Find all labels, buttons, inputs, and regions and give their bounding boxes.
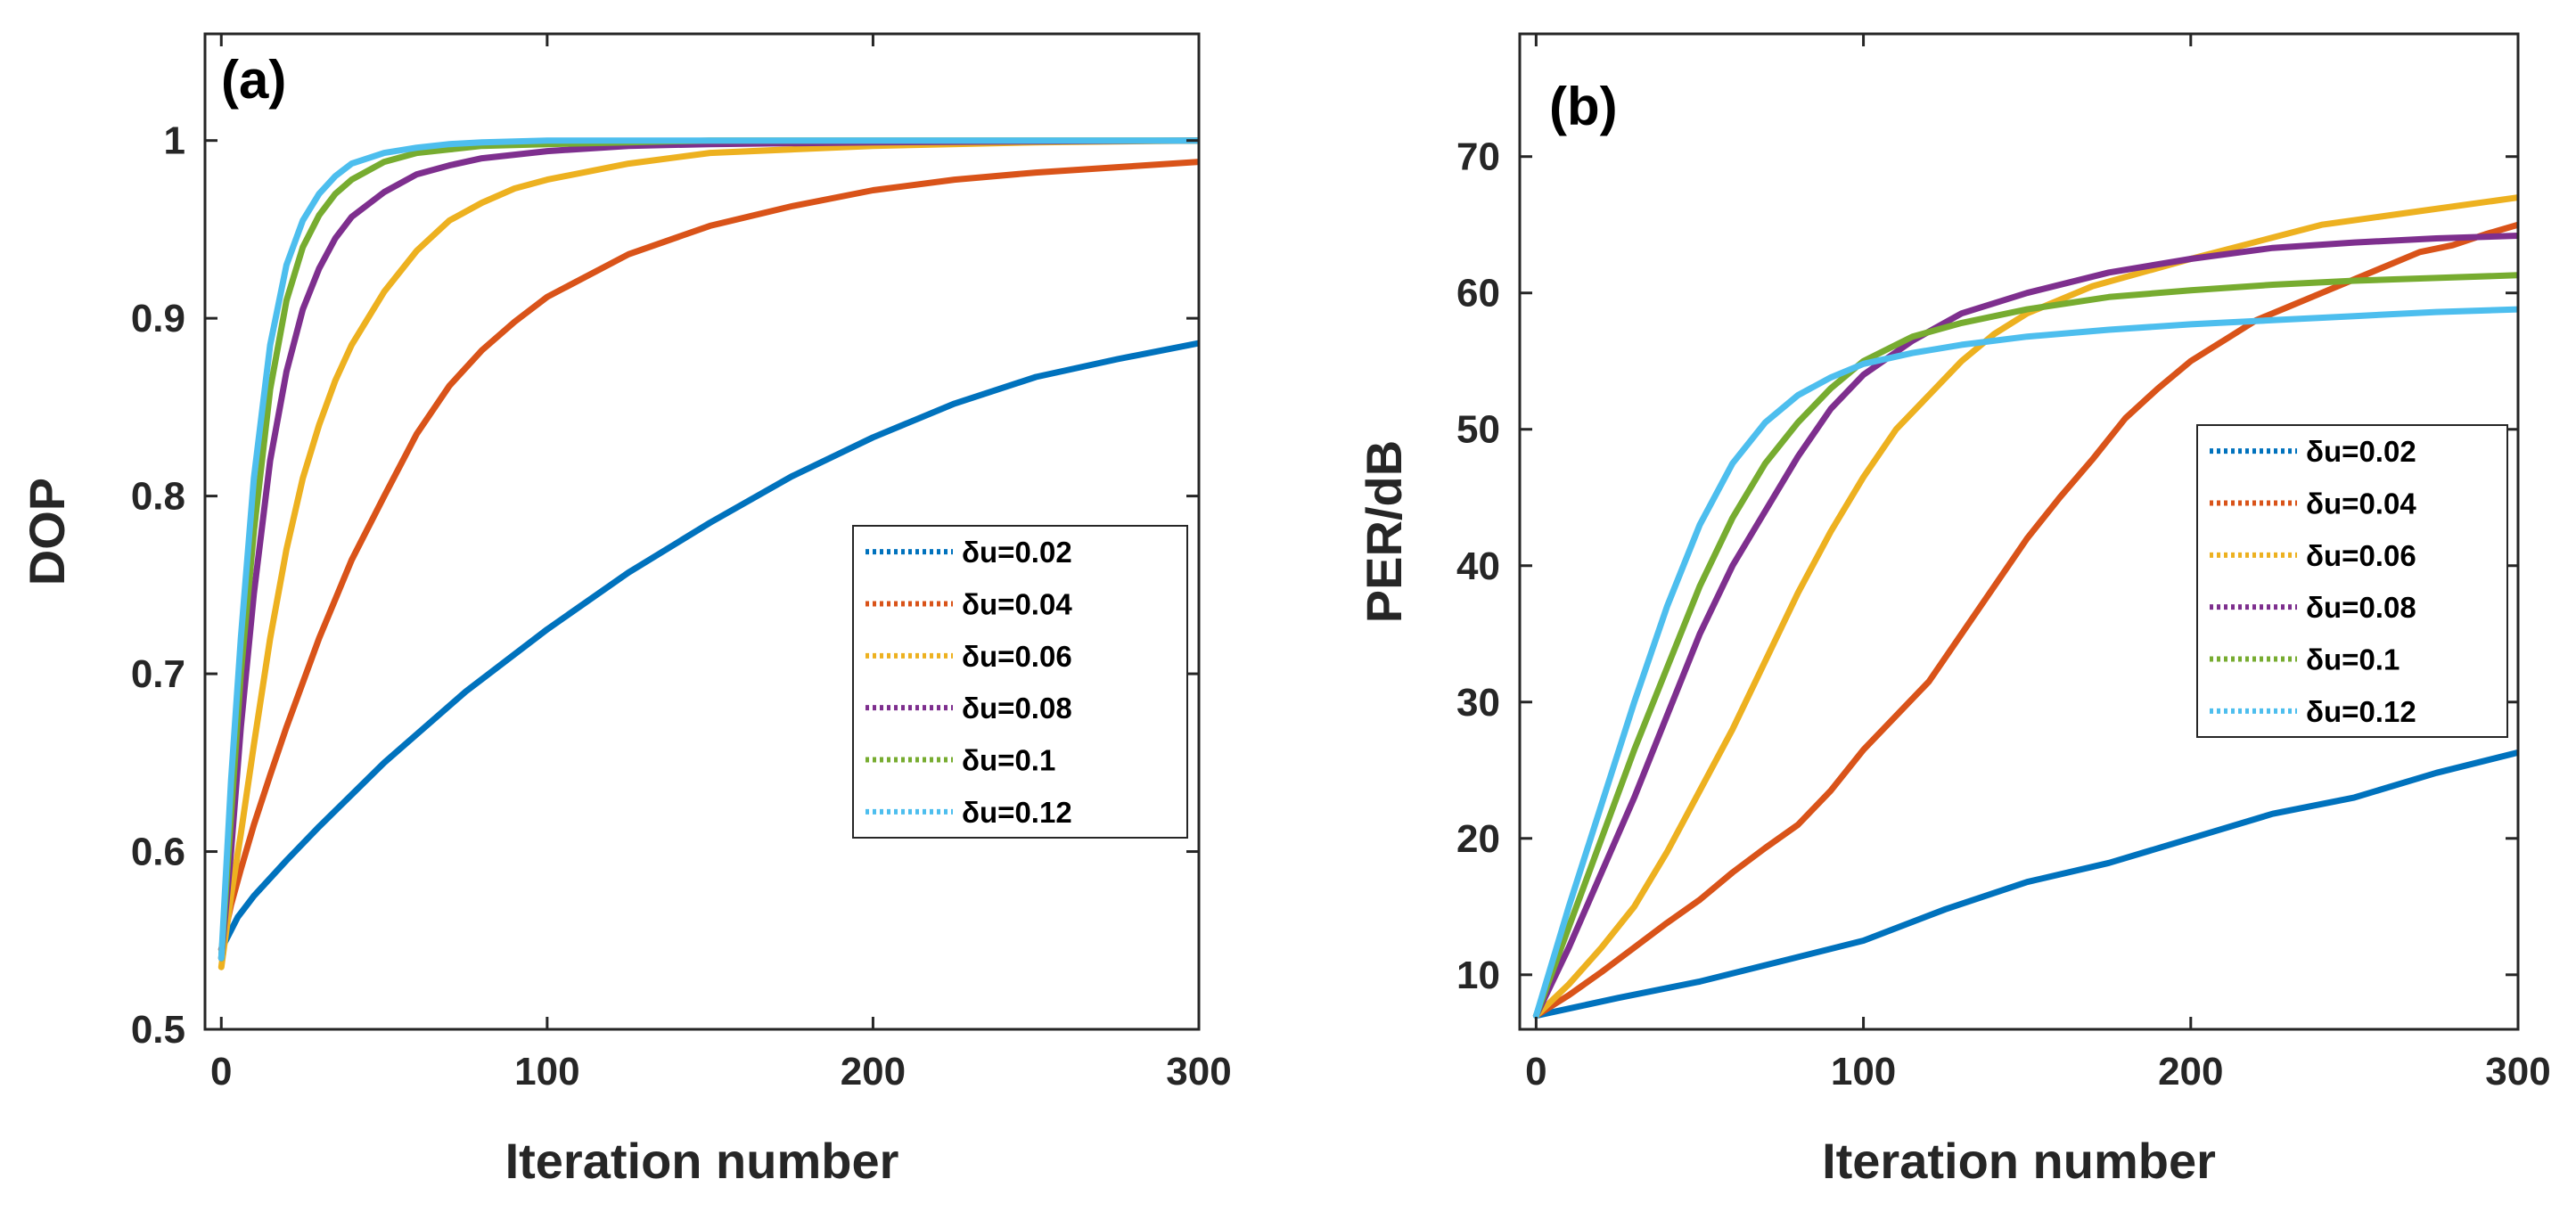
series-line-u0.12 <box>217 137 1199 962</box>
legend: δu=0.02 δu=0.04 δu=0.06 δu=0.08 δu=0.1 δu=0.1… <box>2196 424 2508 738</box>
y-tick-label: 0.9 <box>131 297 185 340</box>
plot-frame <box>203 32 1201 1031</box>
legend-entry: δu=0.04 <box>962 588 1072 621</box>
y-tick-label: 50 <box>1456 408 1500 452</box>
series-line-u0.08 <box>1532 233 2518 1020</box>
legend-entry: δu=0.12 <box>2306 695 2416 728</box>
y-tick-label: 60 <box>1456 272 1500 315</box>
y-tick-label: 40 <box>1456 545 1500 588</box>
series-line-u0.02 <box>1532 749 2518 1020</box>
legend-box <box>852 525 1188 839</box>
panel-label: (a) <box>221 50 286 110</box>
legend-entry: δu=0.04 <box>2306 487 2416 520</box>
legend-entry: δu=0.02 <box>962 536 1072 569</box>
y-tick-label: 10 <box>1456 954 1500 997</box>
series-line-u0.1 <box>1532 272 2518 1020</box>
legend-box <box>2196 424 2508 738</box>
x-tick-label: 200 <box>841 1050 906 1093</box>
plot-frame <box>1518 32 2520 1031</box>
series-line-u0.06 <box>1532 194 2518 1020</box>
legend-entry: δu=0.1 <box>2306 643 2400 676</box>
legend-entry: δu=0.02 <box>2306 435 2416 468</box>
panel-a-dop-chart: 0 100 200 300 0.5 0.6 0.7 0.8 0.9 1 Iteration numb… <box>19 32 1232 1189</box>
y-tick-label: 0.8 <box>131 475 185 519</box>
x-tick-label: 0 <box>210 1050 232 1093</box>
legend-entry: δu=0.06 <box>2306 539 2416 572</box>
y-tick-label: 70 <box>1456 135 1500 179</box>
y-tick-label: 0.5 <box>131 1008 185 1052</box>
x-tick-label: 200 <box>2158 1050 2223 1093</box>
series-line-u0.02 <box>217 340 1199 953</box>
legend-entry: δu=0.08 <box>962 692 1072 725</box>
legend-entry: δu=0.08 <box>2306 591 2416 624</box>
y-axis-label: PER/dB <box>1356 440 1412 623</box>
series-line-u0.08 <box>217 137 1199 962</box>
panel-b-per-chart: 0 100 200 300 10 20 30 40 50 60 70 Iteration number… <box>1356 32 2551 1189</box>
legend-entry: δu=0.12 <box>962 796 1072 829</box>
x-tick-label: 300 <box>2485 1050 2550 1093</box>
legend: δu=0.02 δu=0.04 δu=0.06 δu=0.08 δu=0.1 δu=0.1… <box>852 525 1188 839</box>
legend-entry: δu=0.06 <box>962 640 1072 673</box>
series-line-u0.12 <box>1532 306 2518 1020</box>
series-lines <box>217 137 1199 970</box>
series-line-u0.04 <box>217 159 1199 953</box>
y-tick-label: 20 <box>1456 817 1500 861</box>
x-tick-label: 100 <box>514 1050 579 1093</box>
series-line-u0.06 <box>217 137 1199 970</box>
x-tick-label: 0 <box>1525 1050 1546 1093</box>
y-axis-label: DOP <box>19 478 75 586</box>
x-axis-label: Iteration number <box>505 1133 899 1189</box>
x-tick-label: 100 <box>1831 1050 1896 1093</box>
y-tick-label: 0.6 <box>131 831 185 874</box>
legend-entry: δu=0.1 <box>962 744 1055 777</box>
panel-label: (b) <box>1549 77 1618 136</box>
series-lines <box>1532 194 2518 1020</box>
x-tick-label: 300 <box>1166 1050 1231 1093</box>
y-tick-label: 0.7 <box>131 652 185 696</box>
x-axis-label: Iteration number <box>1822 1133 2216 1189</box>
y-tick-label: 30 <box>1456 681 1500 725</box>
y-tick-label: 1 <box>164 119 185 163</box>
